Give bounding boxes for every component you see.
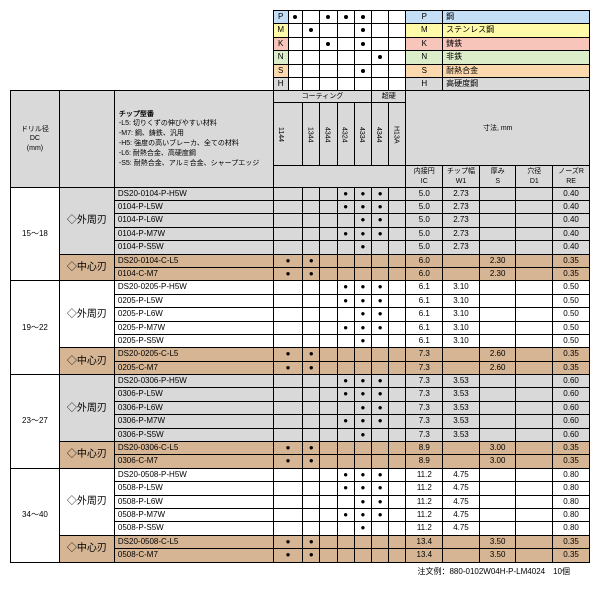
footer-note: 注文例：880-0102W04H-P-LM4024 10個 <box>10 566 590 577</box>
spec-table: PP鋼MMステンレス鋼KK鋳鉄NN非鉄SS耐熱合金HH高硬度鋼ドリル径DC(mm… <box>10 10 590 563</box>
